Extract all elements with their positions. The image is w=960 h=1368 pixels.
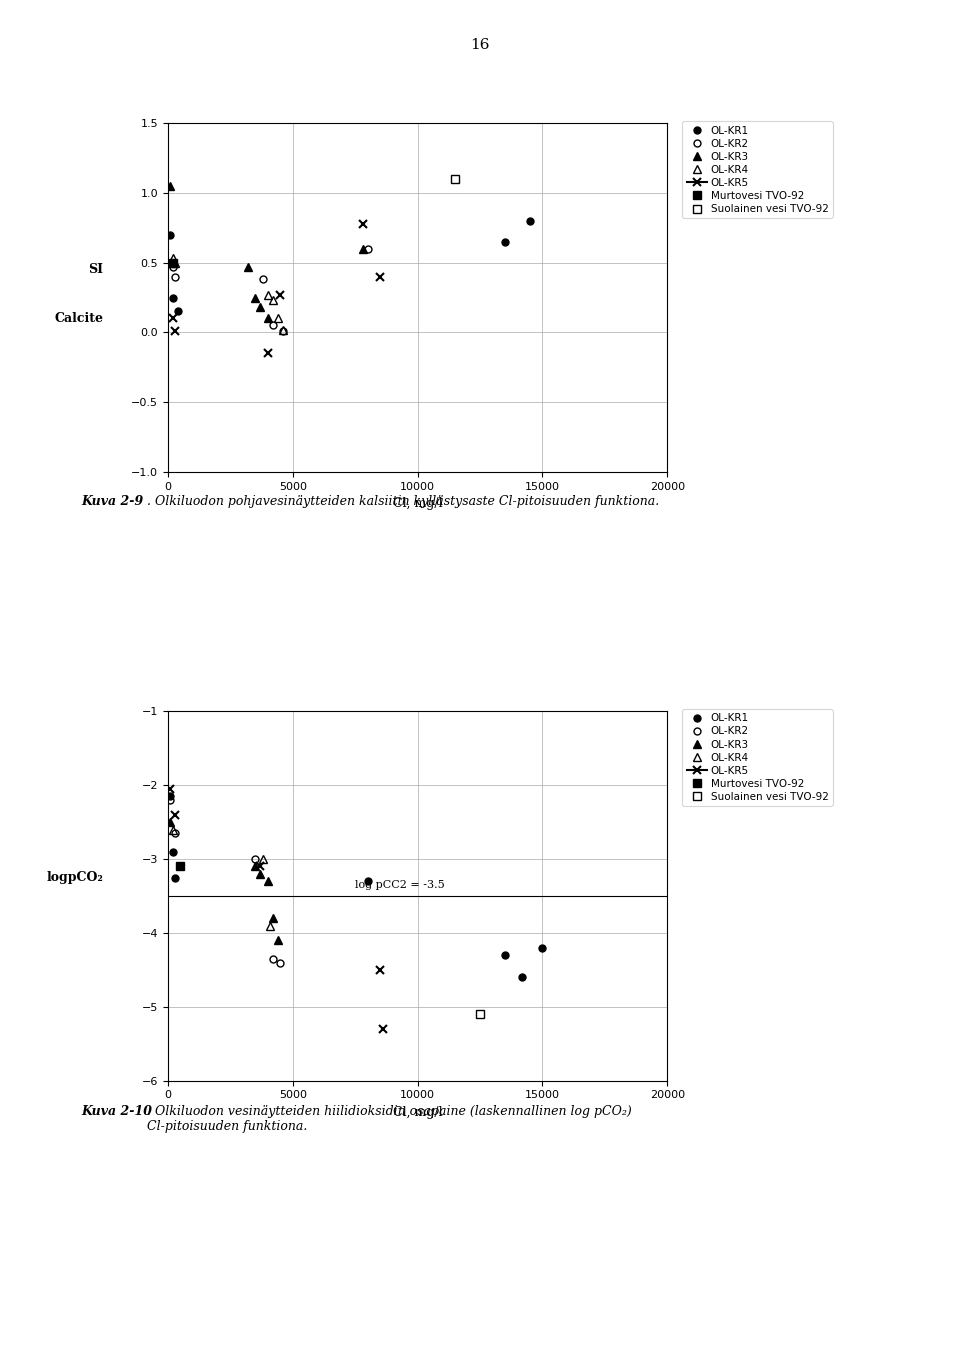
Text: SI: SI bbox=[88, 263, 103, 276]
Text: Calcite: Calcite bbox=[54, 312, 103, 326]
Text: 16: 16 bbox=[470, 38, 490, 52]
Legend: OL-KR1, OL-KR2, OL-KR3, OL-KR4, OL-KR5, Murtovesi TVO-92, Suolainen vesi TVO-92: OL-KR1, OL-KR2, OL-KR3, OL-KR4, OL-KR5, … bbox=[683, 122, 832, 219]
Text: Kuva 2-10: Kuva 2-10 bbox=[82, 1105, 153, 1119]
Legend: OL-KR1, OL-KR2, OL-KR3, OL-KR4, OL-KR5, Murtovesi TVO-92, Suolainen vesi TVO-92: OL-KR1, OL-KR2, OL-KR3, OL-KR4, OL-KR5, … bbox=[683, 709, 832, 806]
Text: log pCC2 = -3.5: log pCC2 = -3.5 bbox=[355, 880, 444, 891]
Text: . Olkiluodon vesinäytteiden hiilidioksidin osapaine (laskennallinen log pCO₂)
Cl: . Olkiluodon vesinäytteiden hiilidioksid… bbox=[147, 1105, 632, 1133]
X-axis label: Cl, mg/l: Cl, mg/l bbox=[393, 497, 443, 510]
Text: Kuva 2-9: Kuva 2-9 bbox=[82, 495, 144, 509]
Text: . Olkiluodon pohjavesinäytteiden kalsiitin kyllästysaste Cl-pitoisuuden funktion: . Olkiluodon pohjavesinäytteiden kalsiit… bbox=[147, 495, 660, 509]
X-axis label: Cl, mg/l: Cl, mg/l bbox=[393, 1105, 443, 1119]
Text: logpCO₂: logpCO₂ bbox=[46, 871, 103, 884]
